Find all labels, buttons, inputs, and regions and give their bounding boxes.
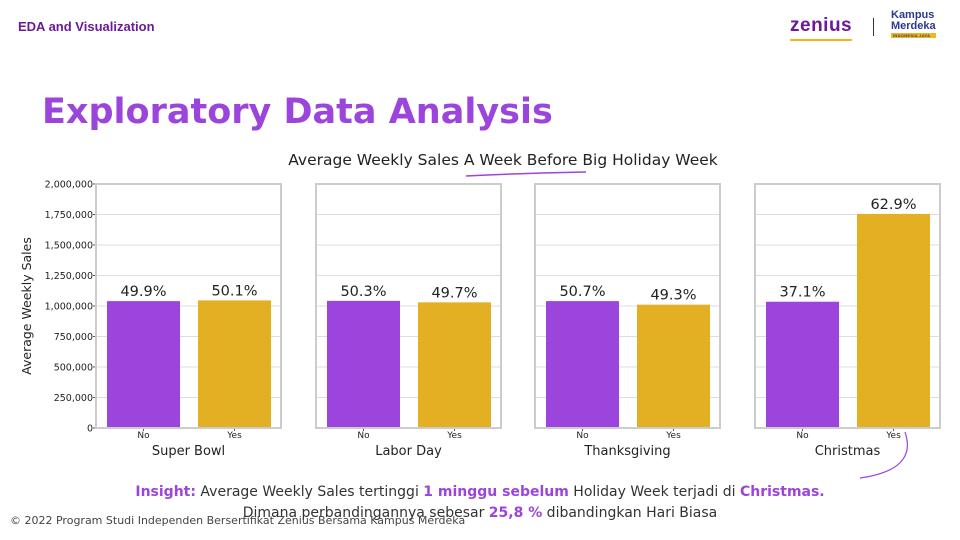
x-tick-label: No <box>137 431 150 441</box>
header-title: EDA and Visualization <box>18 19 155 34</box>
x-tick-label: Yes <box>885 431 901 441</box>
copyright-footer: © 2022 Program Studi Independen Berserti… <box>10 514 466 527</box>
y-axis-label: Average Weekly Sales <box>19 237 34 375</box>
bar-super-bowl-yes <box>198 300 271 428</box>
x-tick-label: Yes <box>226 431 242 441</box>
logo-divider <box>873 18 874 36</box>
bar-data-label: 49.9% <box>120 284 166 300</box>
panel-name: Christmas <box>815 444 881 459</box>
panel-name: Labor Day <box>375 444 442 459</box>
kampus-logo-line1: Kampus <box>891 9 935 21</box>
x-tick-label: Yes <box>446 431 462 441</box>
panel-frame <box>315 183 502 429</box>
y-tick-label: 1,000,000 <box>45 302 93 313</box>
bar-christmas-no <box>766 301 839 428</box>
y-tick-label: 1,250,000 <box>45 271 93 282</box>
bar-super-bowl-no <box>107 301 180 428</box>
panel-frame <box>754 183 941 429</box>
kampus-logo-line2: Merdeka <box>891 20 936 32</box>
kampus-merdeka-logo: Kampus Merdeka INDONESIA JAYA <box>891 10 936 38</box>
x-tick-label: No <box>357 431 370 441</box>
bar-data-label: 37.1% <box>779 285 825 301</box>
zenius-logo-underline <box>790 39 853 41</box>
y-tick-label: 1,500,000 <box>45 241 93 252</box>
insight-pointer-curve <box>859 431 908 479</box>
x-tick-label: Yes <box>665 431 681 441</box>
bar-thanksgiving-no <box>546 301 619 428</box>
insight-label: Insight: <box>135 484 196 500</box>
zenius-logo-text: zenius <box>790 15 853 36</box>
insight-text-2: Holiday Week terjadi di <box>568 484 740 500</box>
bar-data-label: 49.3% <box>650 288 696 304</box>
bar-labor-day-yes <box>418 302 491 428</box>
insight-line-1: Insight: Average Weekly Sales tertinggi … <box>0 482 960 503</box>
panel-name: Super Bowl <box>152 444 225 459</box>
bar-data-label: 50.7% <box>559 284 605 300</box>
bar-labor-day-no <box>327 300 400 428</box>
y-tick-label: 750,000 <box>54 332 93 343</box>
bar-data-label: 62.9% <box>870 197 916 213</box>
chart-title: Average Weekly Sales A Week Before Big H… <box>288 151 718 169</box>
bar-thanksgiving-yes <box>637 304 710 428</box>
y-tick-label: 0 <box>87 424 93 435</box>
insight-text-3: Dimana perbandingannya sebesar <box>242 505 489 521</box>
insight-text: Insight: Average Weekly Sales tertinggi … <box>0 482 960 524</box>
y-tick-label: 2,000,000 <box>45 180 93 191</box>
insight-line-2: Dimana perbandingannya sebesar 25,8 % di… <box>0 503 960 524</box>
insight-highlight-1: 1 minggu sebelum <box>423 484 569 500</box>
zenius-logo: zenius <box>790 15 853 41</box>
y-tick-label: 500,000 <box>54 363 93 374</box>
y-tick-label: 250,000 <box>54 393 93 404</box>
bar-data-label: 50.1% <box>211 283 257 299</box>
insight-text-4: dibandingkan Hari Biasa <box>542 505 718 521</box>
x-tick-label: No <box>796 431 809 441</box>
insight-highlight-3: 25,8 % <box>488 505 543 521</box>
insight-text-1: Average Weekly Sales tertinggi <box>195 484 424 500</box>
bar-christmas-yes <box>857 213 930 428</box>
bar-data-label: 49.7% <box>431 285 477 301</box>
insight-highlight-2: Christmas. <box>739 484 825 500</box>
title-underline <box>465 171 587 177</box>
y-tick-label: 1,750,000 <box>45 210 93 221</box>
kampus-logo-badge: INDONESIA JAYA <box>891 33 936 38</box>
x-tick-label: No <box>576 431 589 441</box>
panel-name: Thanksgiving <box>583 444 670 459</box>
panel-frame <box>95 183 282 429</box>
slide-title: Exploratory Data Analysis <box>42 92 553 132</box>
panel-frame <box>534 183 721 429</box>
bar-data-label: 50.3% <box>340 284 386 300</box>
